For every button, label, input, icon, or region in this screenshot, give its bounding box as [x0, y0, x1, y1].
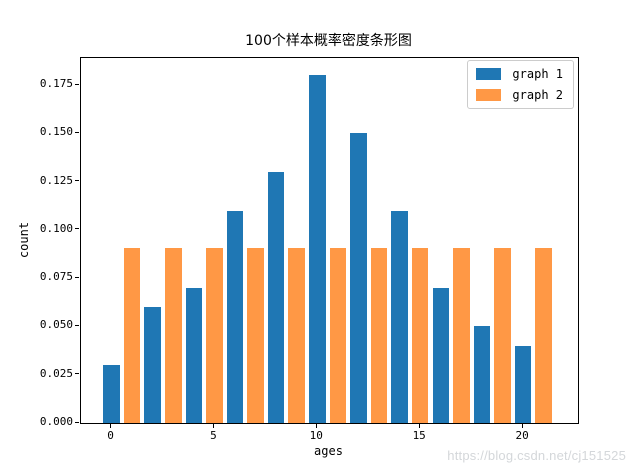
legend-swatch-graph-1-icon	[476, 68, 502, 80]
x-tick-label-5: 5	[210, 429, 217, 442]
bar-graph-2-x1	[123, 247, 141, 423]
bar-graph-1-x2	[144, 307, 161, 423]
bar-graph-1-x10	[309, 75, 326, 423]
y-tick-label-0.075: 0.075	[39, 270, 73, 284]
y-tick-label-0.025: 0.025	[39, 366, 73, 380]
bar-graph-2-x7	[247, 247, 264, 423]
y-tick-mark-0.150	[75, 131, 79, 133]
bar-graph-2-x13	[370, 247, 388, 423]
watermark-text: https://blog.csdn.net/cj151525	[447, 448, 626, 463]
x-tick-label-0: 0	[107, 429, 114, 442]
bar-graph-1-x16	[432, 287, 449, 423]
plot-area: graph 1 graph 2	[80, 57, 579, 424]
bar-graph-2-x19	[494, 247, 511, 423]
y-tick-mark-0.075	[75, 276, 79, 278]
bar-graph-1-x14	[391, 210, 408, 423]
legend-item-graph-1: graph 1	[476, 67, 563, 81]
bar-graph-1-x18	[473, 326, 491, 423]
x-tick-mark-10	[315, 424, 317, 428]
legend-label-graph-1: graph 1	[512, 67, 563, 81]
bar-graph-2-x3	[165, 247, 182, 423]
y-tick-mark-0.125	[75, 180, 79, 182]
legend-swatch-graph-2-icon	[476, 89, 502, 101]
y-tick-label-0.100: 0.100	[39, 221, 73, 235]
y-tick-mark-0.100	[75, 228, 79, 230]
y-tick-label-0.050: 0.050	[39, 318, 73, 332]
y-tick-mark-0.000	[75, 421, 79, 423]
legend-item-graph-2: graph 2	[476, 88, 563, 102]
bar-graph-2-x15	[411, 247, 429, 423]
x-tick-label-15: 15	[412, 429, 426, 442]
bar-graph-2-x17	[453, 247, 470, 423]
bar-graph-1-x20	[514, 345, 532, 423]
y-tick-mark-0.050	[75, 324, 79, 326]
x-tick-label-10: 10	[309, 429, 323, 442]
x-tick-label-20: 20	[515, 429, 529, 442]
legend-label-graph-2: graph 2	[512, 88, 563, 102]
y-tick-label-0.000: 0.000	[39, 415, 73, 428]
bar-graph-2-x11	[329, 247, 347, 423]
bar-graph-1-x6	[226, 210, 244, 423]
bar-graph-1-x0	[103, 365, 120, 423]
bar-graph-2-x21	[535, 247, 552, 423]
legend: graph 1 graph 2	[467, 60, 574, 109]
x-tick-mark-0	[110, 424, 111, 428]
y-tick-mark-0.175	[75, 83, 79, 85]
bar-graph-1-x4	[185, 287, 202, 423]
y-tick-label-0.175: 0.175	[39, 77, 73, 90]
bar-graph-2-x9	[288, 247, 305, 423]
x-tick-mark-15	[418, 424, 420, 428]
y-tick-label-0.150: 0.150	[39, 125, 73, 139]
bar-graph-1-x12	[350, 133, 367, 423]
y-tick-label-0.125: 0.125	[39, 173, 73, 187]
x-axis-label: ages	[314, 444, 343, 458]
bar-graph-2-x5	[206, 247, 223, 423]
x-tick-mark-20	[521, 424, 523, 428]
x-tick-mark-5	[212, 424, 214, 428]
chart-title: 100个样本概率密度条形图	[245, 33, 412, 49]
bar-graph-1-x8	[267, 171, 285, 423]
y-tick-mark-0.025	[75, 373, 79, 375]
